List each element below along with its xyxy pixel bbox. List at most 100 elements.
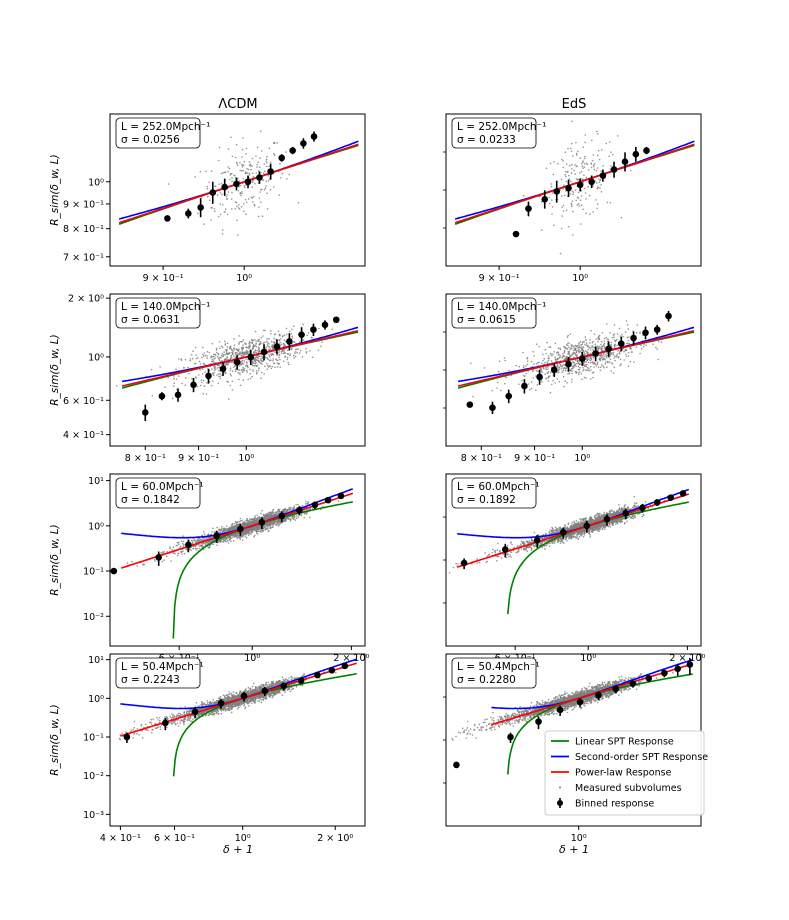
- scatter-point: [293, 515, 296, 517]
- scatter-point: [526, 356, 529, 359]
- scatter-point: [190, 549, 192, 552]
- scatter-point: [279, 521, 281, 524]
- scatter-point: [221, 233, 224, 235]
- scatter-point: [241, 170, 243, 172]
- scatter-point: [270, 511, 272, 514]
- scatter-point: [593, 165, 595, 168]
- scatter-point: [596, 130, 598, 133]
- scatter-point: [231, 208, 233, 210]
- scatter-point: [238, 204, 240, 206]
- scatter-point: [592, 362, 594, 365]
- scatter-point: [202, 539, 205, 541]
- scatter-point: [540, 201, 543, 203]
- scatter-point: [245, 153, 247, 155]
- scatter-point: [623, 359, 625, 361]
- scatter-point: [619, 335, 621, 337]
- scatter-point: [248, 352, 250, 354]
- scatter-point: [627, 328, 630, 330]
- scatter-point: [277, 330, 280, 333]
- scatter-point: [585, 361, 587, 363]
- scatter-point: [255, 530, 258, 533]
- scatter-point: [592, 154, 595, 156]
- scatter-point: [522, 365, 525, 367]
- x-tick-label: 9 × 10⁻¹: [178, 453, 219, 464]
- scatter-point: [182, 540, 185, 543]
- scatter-point: [585, 344, 588, 347]
- scatter-point: [643, 343, 645, 346]
- scatter-point: [227, 542, 230, 544]
- scatter-point: [271, 516, 274, 519]
- scatter-point: [226, 198, 228, 200]
- scatter-point: [575, 372, 578, 374]
- scatter-point: [212, 543, 215, 546]
- scatter-point: [273, 511, 275, 514]
- scatter-point: [226, 525, 228, 527]
- scatter-point: [586, 356, 588, 359]
- scatter-point: [601, 355, 603, 357]
- scatter-point: [296, 352, 299, 354]
- scatter-point: [277, 525, 280, 527]
- scatter-point: [609, 168, 611, 170]
- scatter-point: [606, 360, 609, 363]
- scatter-point: [242, 347, 244, 350]
- scatter-point: [498, 360, 501, 363]
- scatter-point: [620, 216, 623, 219]
- binned-point: [565, 360, 572, 368]
- scatter-point: [189, 359, 191, 362]
- scatter-point: [290, 506, 292, 509]
- scatter-point: [225, 358, 227, 361]
- scatter-point: [241, 156, 243, 158]
- scatter-point: [526, 360, 529, 363]
- scatter-point: [211, 358, 214, 361]
- scatter-point: [219, 192, 222, 194]
- scatter-point: [180, 551, 183, 553]
- scatter-point: [272, 524, 274, 527]
- scatter-point: [249, 165, 252, 167]
- scatter-point: [591, 139, 593, 142]
- scatter-point: [283, 349, 285, 351]
- scatter-point: [212, 527, 214, 530]
- scatter-point: [625, 320, 628, 322]
- scatter-point: [159, 366, 161, 368]
- scatter-point: [603, 358, 606, 360]
- scatter-point: [250, 528, 253, 530]
- scatter-point: [243, 210, 245, 213]
- x-tick-label: 8 × 10⁻¹: [461, 453, 502, 464]
- scatter-point: [606, 338, 608, 340]
- scatter-point: [265, 346, 268, 348]
- scatter-point: [224, 344, 226, 346]
- scatter-point: [275, 524, 278, 527]
- scatter-point: [270, 513, 272, 515]
- scatter-point: [504, 359, 507, 362]
- scatter-point: [225, 372, 227, 375]
- scatter-point: [255, 340, 257, 343]
- axes-frame: [109, 293, 366, 447]
- scatter-point: [231, 353, 234, 356]
- scatter-point: [253, 535, 255, 538]
- scatter-point: [241, 192, 243, 195]
- scatter-point: [290, 333, 293, 335]
- x-tick-label: 8 × 10⁻¹: [125, 453, 166, 464]
- scatter-point: [239, 351, 241, 354]
- scatter-point: [283, 520, 286, 522]
- binned-point: [610, 166, 618, 173]
- scatter-point: [272, 341, 275, 344]
- scatter-point: [230, 534, 232, 536]
- scatter-point: [226, 380, 228, 383]
- binned-point: [278, 154, 286, 162]
- scatter-point: [255, 352, 258, 354]
- scatter-point: [231, 191, 233, 194]
- scatter-point: [235, 161, 238, 164]
- scatter-point: [521, 379, 523, 382]
- scatter-point: [579, 157, 582, 159]
- scatter-point: [222, 346, 224, 349]
- scatter-point: [596, 362, 599, 365]
- scatter-point: [176, 554, 179, 557]
- scatter-point: [238, 535, 240, 537]
- scatter-point: [619, 364, 621, 367]
- scatter-point: [200, 544, 202, 547]
- scatter-point: [590, 346, 593, 349]
- scatter-point: [618, 356, 620, 358]
- scatter-point: [575, 199, 577, 202]
